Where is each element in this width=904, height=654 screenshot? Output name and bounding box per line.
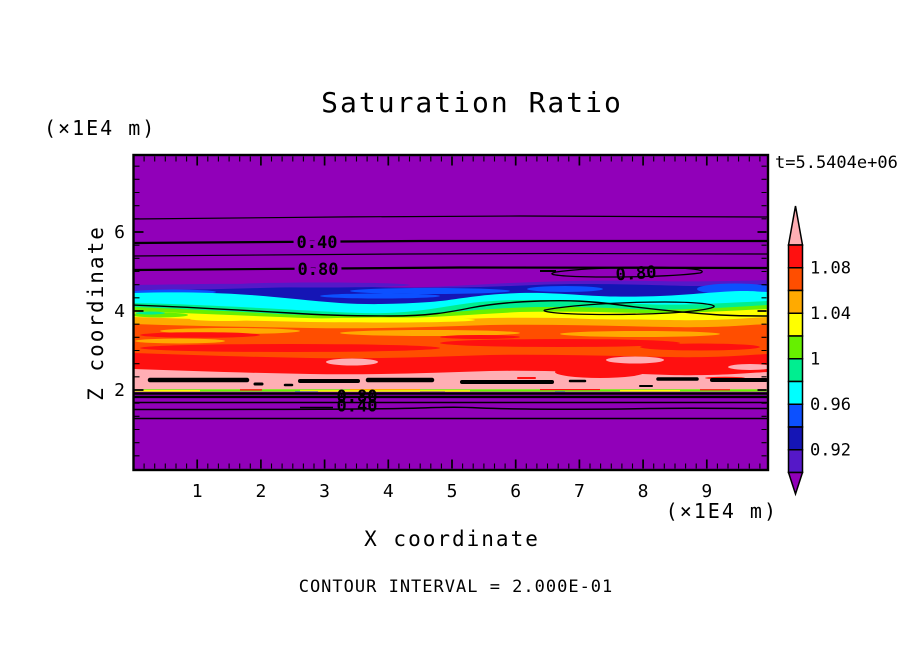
y-tick-label: 4: [114, 301, 125, 322]
axis-tick-labels: 1 2 3 4 5 6 7 8 9 2 4 6: [114, 222, 712, 502]
contour-line-1.0: [133, 299, 768, 317]
colorbar-cell: [787, 335, 804, 360]
contour-label-040-upper: 0.40: [297, 233, 338, 253]
colorbar-label: 1.08: [810, 259, 851, 279]
x-tick-label: 1: [192, 481, 203, 502]
x-tick-label: 5: [447, 481, 458, 502]
x-tick-label: 4: [383, 481, 394, 502]
x-tick-label: 8: [638, 481, 649, 502]
blue-streaks: [133, 282, 768, 299]
tick-marks: [134, 156, 767, 469]
page-title: Saturation Ratio: [321, 86, 623, 119]
x-tick-label: 9: [701, 481, 712, 502]
x-tick-label: 3: [319, 481, 330, 502]
time-annotation: t=5.5404e+06: [775, 153, 898, 173]
contour-field: 0.40 0.80 0.80 0.80 0.40: [133, 155, 768, 470]
contour-label-040-lower: 0.40: [337, 397, 378, 417]
colorbar-cell: [787, 312, 804, 337]
contour-interval-note: CONTOUR INTERVAL = 2.000E-01: [299, 577, 614, 597]
colorbar: 1.08 1.04 1 0.96 0.92: [787, 205, 851, 497]
y-tick-label: 6: [114, 222, 125, 243]
pink-band-contour-dashes: [147, 377, 768, 387]
contour-label-080-upper: 0.80: [298, 260, 339, 280]
colorbar-cell: [787, 426, 804, 451]
colorbar-label: 1: [810, 350, 820, 370]
x-tick-label: 7: [574, 481, 585, 502]
upper-contour-lines: [133, 215, 768, 278]
axis-ticks: [134, 156, 767, 469]
colorbar-label: 0.96: [810, 395, 851, 415]
contour-loop-right: [543, 301, 715, 316]
field-texture-streaks: [133, 311, 768, 352]
plot-border: [132, 153, 770, 472]
colorbar-cell: [787, 449, 804, 474]
colorbar-bottom-arrow: [787, 471, 804, 497]
y-axis-unit-label: (×1E4 m): [44, 116, 156, 140]
colorbar-label: 1.04: [810, 304, 851, 324]
x-tick-label: 2: [255, 481, 266, 502]
colorbar-top-arrow: [787, 205, 804, 246]
colorbar-cell: [787, 289, 804, 314]
colorbar-cell: [787, 244, 804, 269]
x-axis-label: X coordinate: [364, 527, 540, 551]
colorbar-cell: [787, 358, 804, 383]
x-tick-label: 6: [510, 481, 521, 502]
y-axis-label: Z coordinate: [84, 225, 108, 401]
colorbar-label: 0.92: [810, 441, 851, 461]
colorbar-cell: [787, 380, 804, 405]
contour-label-080-right: 0.80: [615, 263, 657, 286]
contour-label-080-lower: 0.80: [337, 387, 378, 407]
lower-contour-lines: [133, 392, 768, 420]
x-axis-unit-label2: (×1E4 m): [666, 499, 778, 523]
y-tick-label: 2: [114, 380, 125, 401]
lower-purple-zone: [133, 391, 768, 470]
colorbar-cell: [787, 267, 804, 292]
colorbar-cell: [787, 403, 804, 428]
tick-marks: [134, 156, 767, 469]
